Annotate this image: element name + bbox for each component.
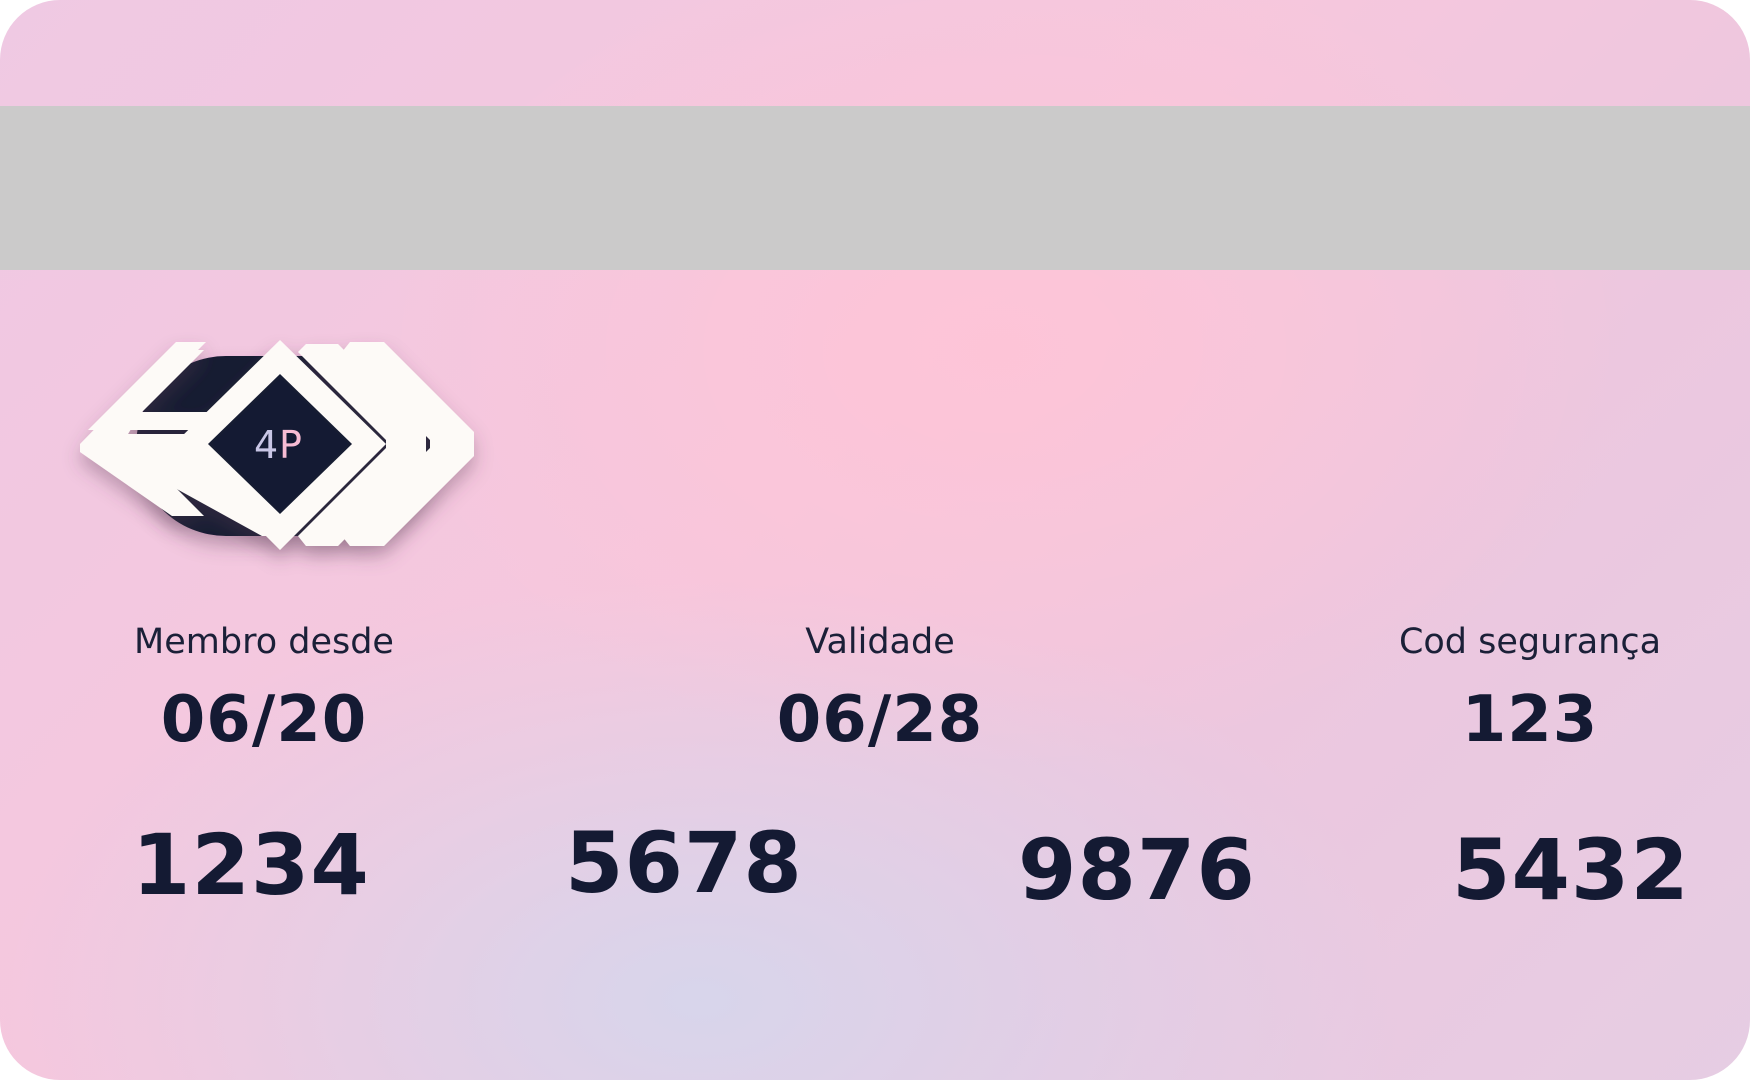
security-code-field: Cod segurança 123 [1380,620,1680,758]
card-number-group-3: 9876 [1018,821,1256,919]
card-number-group-2: 5678 [565,814,803,912]
validity-field: Validade 06/28 [720,620,1040,758]
validity-label: Validade [805,622,955,662]
validity-value: 06/28 [776,683,984,757]
card-number-group-4: 5432 [1452,821,1690,919]
member-since-label: Membro desde [134,622,394,662]
4p-logo-icon: 4 P [80,340,480,550]
card-number-group-1: 1234 [132,816,370,914]
logo-four: 4 [254,423,278,467]
security-code-value: 123 [1461,683,1599,757]
security-code-label: Cod segurança [1398,622,1662,662]
magnetic-stripe [0,106,1750,270]
logo-p: P [279,423,302,467]
member-since-field: Membro desde 06/20 [104,620,424,758]
member-since-value: 06/20 [160,683,368,757]
